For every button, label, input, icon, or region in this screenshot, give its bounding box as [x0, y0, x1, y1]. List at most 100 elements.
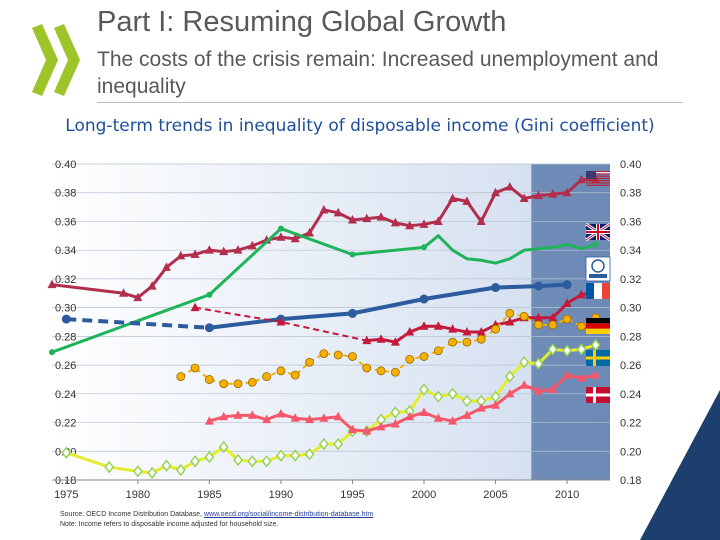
data-point — [161, 459, 172, 472]
data-point — [290, 233, 300, 243]
data-point — [390, 406, 401, 419]
series-line — [208, 373, 596, 433]
note-line: Note: Income refers to disposable income… — [60, 521, 279, 528]
data-point — [319, 413, 329, 422]
data-point — [61, 446, 72, 459]
flag-canton — [586, 171, 596, 179]
flag-cross — [586, 356, 610, 360]
data-point — [204, 450, 215, 464]
flag-se — [586, 350, 610, 366]
data-point — [590, 338, 601, 352]
data-point — [390, 337, 400, 346]
data-point — [433, 413, 443, 422]
data-point — [261, 455, 272, 468]
data-point — [548, 320, 558, 330]
y-tick-label-left: 0.34 — [55, 245, 76, 257]
y-tick-label-left: 0.24 — [55, 389, 76, 401]
flag-band — [586, 283, 594, 299]
flag-us — [586, 171, 610, 186]
data-point — [305, 414, 315, 424]
flag-stripe — [586, 171, 610, 173]
data-point — [448, 193, 458, 202]
data-point — [277, 225, 284, 232]
data-point — [448, 337, 458, 347]
data-point — [376, 421, 386, 431]
data-point — [405, 354, 415, 364]
data-point — [176, 250, 186, 260]
data-point — [462, 196, 472, 205]
y-tick-label-right: 0.28 — [620, 331, 641, 343]
data-point — [548, 384, 558, 394]
data-point — [376, 212, 386, 221]
plot-background — [52, 164, 610, 480]
data-point — [204, 323, 214, 333]
y-tick-label-right: 0.30 — [620, 303, 641, 315]
data-point — [204, 375, 214, 384]
data-point — [491, 400, 501, 409]
flag-band — [586, 318, 610, 324]
gini-chart-svg: 0.180.180.200.200.220.220.240.240.260.26… — [47, 159, 641, 501]
data-point — [333, 437, 344, 451]
data-point — [147, 281, 157, 290]
data-point — [592, 241, 599, 248]
data-point — [104, 460, 115, 474]
y-tick-label-right: 0.38 — [620, 188, 641, 200]
data-point — [519, 380, 529, 389]
y-tick-label-right: 0.34 — [620, 245, 641, 257]
data-point — [562, 187, 572, 197]
y-tick-label-left: 0.30 — [55, 303, 76, 315]
data-point — [519, 193, 529, 202]
y-tick-label-left: 0.38 — [55, 188, 76, 200]
data-point — [276, 408, 286, 418]
flag-band — [586, 328, 610, 334]
corner-decoration — [640, 390, 720, 540]
data-point — [576, 343, 587, 356]
data-point — [519, 311, 529, 321]
flag-cross — [586, 393, 610, 397]
data-point — [476, 334, 486, 344]
data-point — [548, 189, 558, 198]
data-point — [247, 240, 257, 250]
data-point — [376, 366, 386, 376]
flag-stripe — [586, 182, 610, 184]
data-point — [533, 190, 543, 200]
source-link[interactable]: www.oecd.org/social/income-distribution-… — [203, 511, 374, 518]
data-point — [447, 387, 458, 400]
data-point — [419, 352, 429, 361]
data-point — [419, 321, 429, 330]
series-dk — [204, 370, 601, 435]
data-point — [276, 232, 286, 241]
x-tick-label: 2000 — [412, 489, 436, 501]
source-prefix: Source: OECD Income Distribution Databas… — [60, 511, 204, 518]
data-point — [349, 251, 356, 258]
data-point — [390, 217, 400, 227]
data-point — [190, 363, 200, 373]
data-point — [204, 416, 214, 425]
data-point — [505, 308, 515, 318]
y-tick-label-left: 0.40 — [55, 159, 76, 171]
x-tick-label: 2010 — [555, 489, 579, 501]
data-point — [421, 244, 427, 251]
data-point — [119, 288, 129, 297]
data-point — [161, 262, 171, 271]
data-point — [462, 410, 472, 419]
flag-stripe — [586, 172, 610, 174]
y-tick-label-left: 0.18 — [55, 475, 76, 487]
data-point — [519, 356, 530, 369]
y-tick-label-left: 0.26 — [55, 360, 76, 372]
x-tick-label: 1990 — [269, 489, 293, 501]
y-tick-label-left: 0.32 — [55, 274, 76, 286]
data-point — [47, 279, 57, 289]
flag-band — [594, 283, 602, 299]
series-us — [47, 174, 601, 302]
y-tick-label-right: 0.20 — [620, 446, 641, 458]
slide-subtitle: The costs of the crisis remain: Increase… — [97, 48, 659, 98]
data-point — [533, 385, 543, 395]
data-point — [206, 291, 213, 298]
data-point — [419, 219, 429, 228]
data-point — [333, 207, 343, 217]
x-tick-label: 2005 — [483, 489, 507, 501]
flag-stripe — [586, 175, 610, 177]
y-tick-label-left: 0.22 — [55, 418, 76, 430]
data-point — [247, 455, 258, 468]
